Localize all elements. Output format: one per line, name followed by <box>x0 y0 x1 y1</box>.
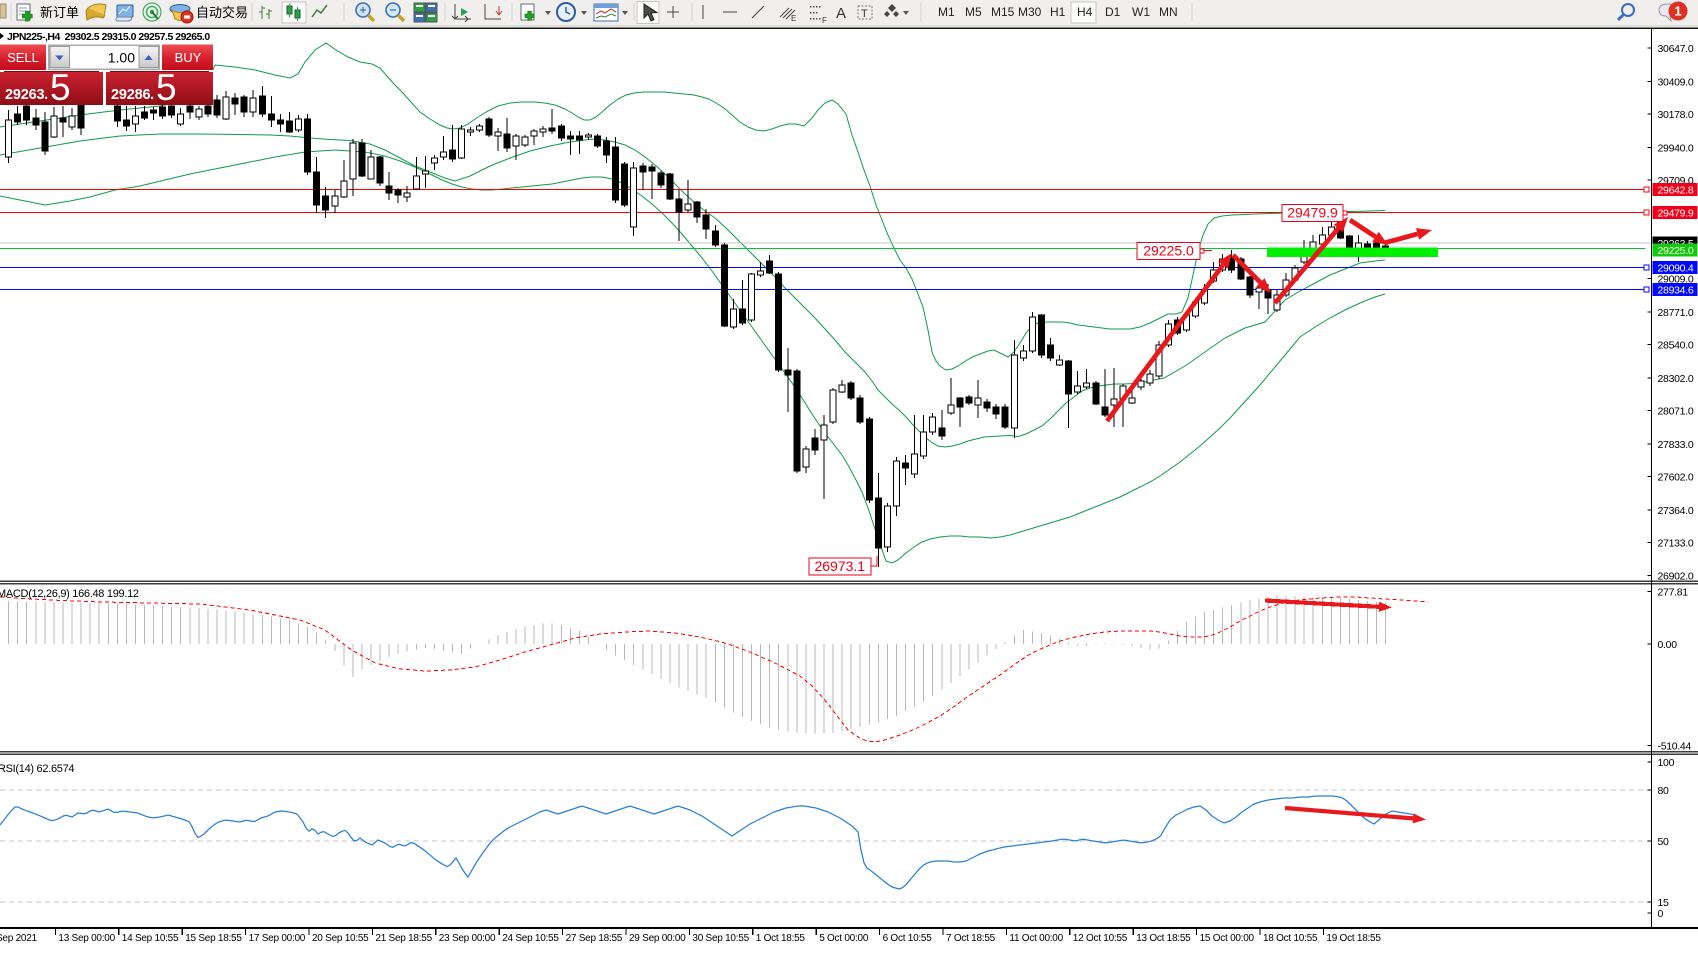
svg-text:27602.0: 27602.0 <box>1658 472 1694 484</box>
svg-text:29940.0: 29940.0 <box>1658 143 1694 155</box>
svg-text:5 Oct 00:00: 5 Oct 00:00 <box>819 933 869 944</box>
svg-text:26973.1: 26973.1 <box>814 558 865 574</box>
svg-text:H4: H4 <box>1077 5 1093 19</box>
svg-text:1: 1 <box>1674 4 1681 19</box>
svg-text:自动交易: 自动交易 <box>196 5 248 20</box>
svg-text:15 Oct 00:00: 15 Oct 00:00 <box>1200 933 1255 944</box>
svg-text:T: T <box>861 8 868 20</box>
svg-text:29090.4: 29090.4 <box>1658 263 1694 275</box>
svg-text:M15: M15 <box>991 5 1015 19</box>
svg-text:MN: MN <box>1159 5 1178 19</box>
svg-text:6 Oct 10:55: 6 Oct 10:55 <box>883 933 933 944</box>
svg-text:29225.0: 29225.0 <box>1658 245 1694 257</box>
svg-text:0: 0 <box>1658 908 1664 920</box>
svg-text:-510.44: -510.44 <box>1658 741 1692 753</box>
svg-text:29479.9: 29479.9 <box>1658 208 1694 220</box>
svg-text:30647.0: 30647.0 <box>1658 43 1694 55</box>
svg-text:29642.8: 29642.8 <box>1658 185 1694 197</box>
svg-text:11 Oct 00:00: 11 Oct 00:00 <box>1009 933 1063 944</box>
svg-text:M1: M1 <box>938 5 955 19</box>
svg-text:27 Sep 18:55: 27 Sep 18:55 <box>566 933 623 944</box>
svg-text:15 Sep 18:55: 15 Sep 18:55 <box>185 933 242 944</box>
svg-text:0.00: 0.00 <box>1658 639 1678 651</box>
svg-text:14 Sep 10:55: 14 Sep 10:55 <box>122 933 179 944</box>
svg-text:29479.9: 29479.9 <box>1287 205 1338 221</box>
svg-text:新订单: 新订单 <box>40 5 79 20</box>
svg-text:26902.0: 26902.0 <box>1658 571 1694 583</box>
svg-text:23 Sep 00:00: 23 Sep 00:00 <box>439 933 496 944</box>
svg-text:21 Sep 18:55: 21 Sep 18:55 <box>375 933 432 944</box>
svg-text:.: . <box>44 86 48 103</box>
svg-text:28540.0: 28540.0 <box>1658 340 1694 352</box>
svg-text:MACD(12,26,9) 166.48 199.12: MACD(12,26,9) 166.48 199.12 <box>0 588 139 600</box>
svg-text:29 Sep 00:00: 29 Sep 00:00 <box>629 933 686 944</box>
svg-text:19 Oct 18:55: 19 Oct 18:55 <box>1326 933 1381 944</box>
svg-text:H1: H1 <box>1050 5 1066 19</box>
svg-text:1 Oct 18:55: 1 Oct 18:55 <box>756 933 806 944</box>
svg-text:30409.0: 30409.0 <box>1658 77 1694 89</box>
svg-text:28302.0: 28302.0 <box>1658 373 1694 385</box>
svg-text:F: F <box>822 16 827 25</box>
svg-text:RSI(14) 62.6574: RSI(14) 62.6574 <box>0 763 74 775</box>
svg-text:D1: D1 <box>1105 5 1121 19</box>
svg-text:27364.0: 27364.0 <box>1658 505 1694 517</box>
svg-text:W1: W1 <box>1132 5 1150 19</box>
svg-text:Sep 2021: Sep 2021 <box>0 933 38 944</box>
svg-text:27133.0: 27133.0 <box>1658 538 1694 550</box>
svg-text:7 Oct 18:55: 7 Oct 18:55 <box>946 933 996 944</box>
svg-text:5: 5 <box>50 67 71 108</box>
svg-text:.: . <box>150 86 154 103</box>
svg-text:E: E <box>791 14 796 23</box>
svg-text:30 Sep 10:55: 30 Sep 10:55 <box>692 933 749 944</box>
svg-text:18 Oct 10:55: 18 Oct 10:55 <box>1263 933 1318 944</box>
svg-text:29225.0: 29225.0 <box>1143 243 1194 259</box>
svg-text:17 Sep 00:00: 17 Sep 00:00 <box>249 933 306 944</box>
svg-text:13 Sep 00:00: 13 Sep 00:00 <box>58 933 115 944</box>
svg-text:BUY: BUY <box>175 50 202 65</box>
svg-text:M30: M30 <box>1018 5 1042 19</box>
svg-text:30178.0: 30178.0 <box>1658 109 1694 121</box>
svg-text:28934.6: 28934.6 <box>1658 285 1694 297</box>
svg-text:13 Oct 18:55: 13 Oct 18:55 <box>1136 933 1191 944</box>
svg-text:JPN225-,H4 29302.5 29315.0 29: JPN225-,H4 29302.5 29315.0 29257.5 29265… <box>7 31 210 43</box>
svg-text:100: 100 <box>1658 757 1675 769</box>
svg-text:27833.0: 27833.0 <box>1658 439 1694 451</box>
svg-text:SELL: SELL <box>7 50 39 65</box>
svg-text:50: 50 <box>1658 836 1670 848</box>
svg-text:M5: M5 <box>965 5 982 19</box>
svg-text:28071.0: 28071.0 <box>1658 406 1694 418</box>
svg-text:24 Sep 10:55: 24 Sep 10:55 <box>502 933 559 944</box>
svg-text:29286: 29286 <box>111 87 150 103</box>
svg-text:277.81: 277.81 <box>1658 587 1689 599</box>
svg-text:28771.0: 28771.0 <box>1658 307 1694 319</box>
svg-text:15: 15 <box>1658 897 1670 909</box>
svg-text:5: 5 <box>156 67 177 108</box>
svg-text:29009.0: 29009.0 <box>1658 274 1694 286</box>
svg-text:1.00: 1.00 <box>108 50 135 66</box>
svg-text:29263: 29263 <box>5 87 44 103</box>
svg-text:12 Oct 10:55: 12 Oct 10:55 <box>1073 933 1128 944</box>
svg-text:80: 80 <box>1658 785 1670 797</box>
svg-text:A: A <box>836 5 846 22</box>
svg-text:20 Sep 10:55: 20 Sep 10:55 <box>312 933 369 944</box>
